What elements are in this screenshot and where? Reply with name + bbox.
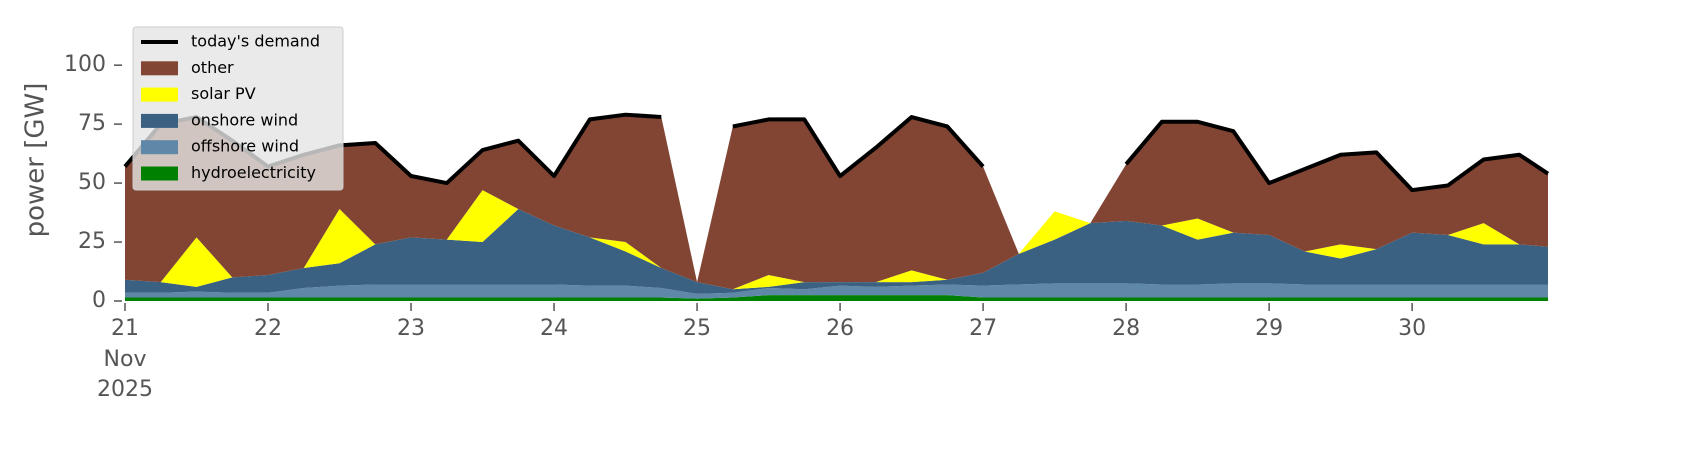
area	[125, 190, 1548, 290]
y-tick-label: 75	[78, 111, 106, 136]
area	[125, 295, 1548, 301]
x-tick-label: 22	[254, 316, 282, 341]
legend-handle	[141, 113, 178, 128]
x-tick-label: 29	[1255, 316, 1283, 341]
legend-handle	[141, 61, 178, 76]
legend-handle	[141, 87, 178, 102]
x-tick-label: 21	[111, 316, 139, 341]
legend-label: today's demand	[191, 32, 320, 51]
area	[125, 209, 1548, 294]
x-tick-label: 25	[683, 316, 711, 341]
x-tick-label: 23	[397, 316, 425, 341]
x-tick-label: 28	[1112, 316, 1140, 341]
area	[125, 283, 1548, 299]
legend-label: hydroelectricity	[191, 163, 316, 182]
y-tick-label: 25	[78, 229, 106, 254]
month-label: Nov	[104, 347, 147, 372]
legend-box	[132, 26, 344, 191]
y-axis-label: power [GW]	[21, 83, 51, 238]
x-tick-label: 24	[540, 316, 568, 341]
y-tick-label: 50	[78, 170, 106, 195]
x-tick-label: 26	[826, 316, 854, 341]
legend-handle	[141, 166, 178, 181]
year-label: 2025	[97, 377, 153, 402]
legend-label: offshore wind	[191, 137, 299, 156]
legend-label: onshore wind	[191, 110, 298, 129]
legend-label: other	[191, 58, 234, 77]
y-tick-label: 100	[64, 52, 106, 77]
legend-label: solar PV	[191, 84, 256, 103]
x-tick-label: 30	[1398, 316, 1426, 341]
legend-handle	[141, 140, 178, 155]
y-tick-label: 0	[92, 288, 106, 313]
x-tick-label: 27	[969, 316, 997, 341]
area	[125, 114, 1548, 290]
